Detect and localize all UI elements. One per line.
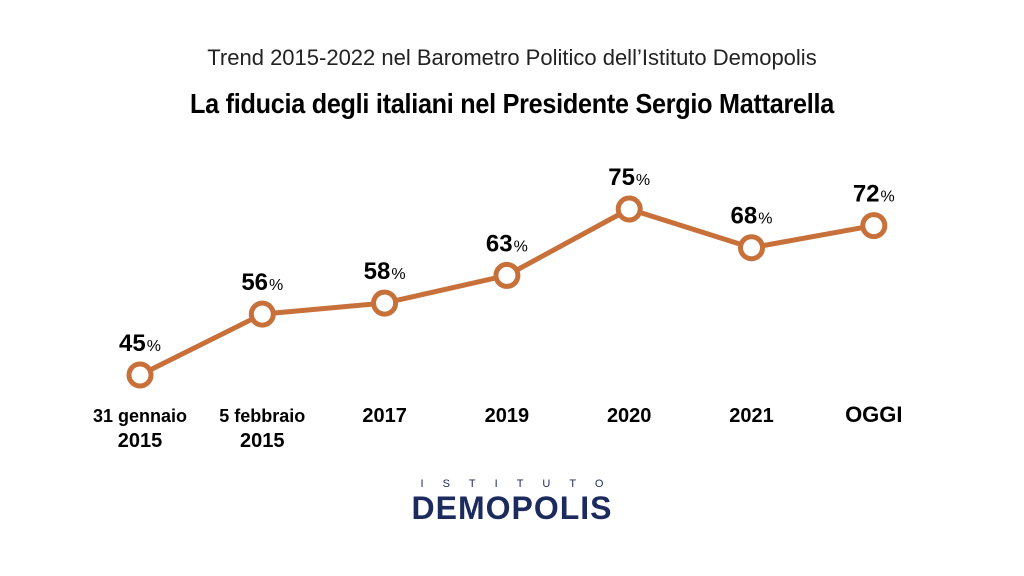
x-tick-label: 2021 (729, 405, 774, 427)
chart-title: La fiducia degli italiani nel Presidente… (190, 88, 834, 119)
data-point (738, 234, 765, 262)
data-label: 56% (241, 269, 283, 296)
data-point (493, 261, 521, 289)
data-label: 75% (608, 164, 650, 191)
chart-subtitle: Trend 2015-2022 nel Barometro Politico d… (207, 45, 817, 70)
data-label: 68% (731, 203, 773, 230)
data-point (615, 195, 643, 223)
x-tick-label: 31 gennaio (93, 406, 187, 426)
data-label: 72% (853, 181, 895, 208)
logo-top-text: ISTITUTO (420, 478, 623, 490)
demopolis-logo: ISTITUTO DEMOPOLIS (380, 478, 644, 528)
data-point (371, 289, 399, 317)
x-tick-label: 2017 (362, 405, 407, 427)
x-tick-label: 2019 (485, 405, 530, 427)
x-tick-label: OGGI (845, 402, 902, 427)
logo-main-text: DEMOPOLIS (411, 490, 613, 526)
data-point (248, 300, 276, 328)
x-tick-label: 2015 (240, 430, 285, 452)
x-tick-label: 2015 (118, 430, 163, 452)
data-point (126, 361, 154, 389)
data-point (860, 212, 888, 240)
x-tick-label: 5 febbraio (219, 406, 305, 426)
x-tick-label: 2020 (607, 405, 652, 427)
data-label: 45% (119, 330, 161, 357)
data-label: 63% (486, 230, 528, 257)
data-label: 58% (364, 258, 406, 285)
